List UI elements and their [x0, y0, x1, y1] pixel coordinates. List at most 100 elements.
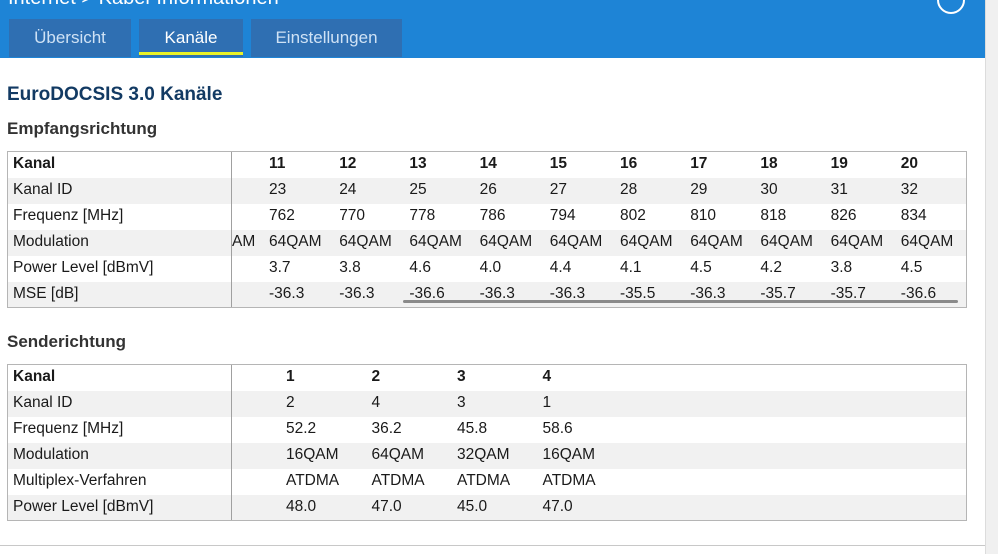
table-cell: 64QAM: [760, 233, 813, 250]
tab-label: Übersicht: [34, 28, 106, 47]
row-label: Power Level [dBmV]: [13, 259, 154, 276]
table-cell: 4.1: [620, 259, 642, 276]
table-cell: 64QAM: [339, 233, 392, 250]
table-cell: -35.7: [830, 285, 866, 302]
table-cell: 29: [690, 181, 708, 198]
downstream-title: Empfangsrichtung: [7, 119, 158, 138]
tab-label: Einstellungen: [275, 28, 378, 47]
tab-kanaele[interactable]: Kanäle: [139, 19, 243, 57]
table-cell: 64QAM: [620, 233, 673, 250]
column-divider: [231, 365, 232, 520]
table-cell: 770: [339, 207, 366, 224]
table-cell: 45.8: [457, 420, 488, 437]
table-cell: 28: [620, 181, 638, 198]
table-cell: 64QAM: [830, 233, 884, 250]
table-header-row: Kanal 11 12 13 14 15 16 17 18 19 20: [8, 152, 966, 178]
table-cell: 4.0: [479, 259, 502, 276]
table-cell: 4: [371, 394, 381, 411]
table-cell: 818: [760, 207, 787, 224]
column-header: 2: [371, 368, 381, 385]
table-row: Power Level [dBmV] 48.0 47.0 45.0 47.0: [8, 495, 966, 520]
table-cell: 25: [409, 181, 427, 198]
table-cell: 64QAM: [409, 233, 462, 250]
column-header: 20: [900, 155, 919, 172]
column-header: 14: [479, 155, 497, 172]
column-header: 4: [542, 368, 552, 385]
table-cell: 834: [900, 207, 927, 224]
table-cell: 794: [549, 207, 576, 224]
table-cell: 4.5: [690, 259, 712, 276]
column-divider: [231, 152, 232, 307]
table-cell: 64QAM: [690, 233, 743, 250]
table-row: Modulation 16QAM 64QAM 32QAM 16QAM: [8, 443, 966, 469]
table-header-row: Kanal 1 2 3 4: [8, 365, 966, 391]
top-bar: Internet > Kabel-Informationen Übersicht…: [0, 0, 985, 58]
column-header: 11: [269, 155, 286, 172]
table-cell: 826: [830, 207, 857, 224]
table-cell: 4.2: [760, 259, 782, 276]
row-label: Modulation: [13, 233, 89, 250]
table-cell: 30: [760, 181, 778, 198]
section-title: EuroDOCSIS 3.0 Kanäle: [7, 84, 223, 105]
table-cell: -35.5: [620, 285, 656, 302]
table-cell: 3: [457, 394, 466, 411]
row-label: Multiplex-Verfahren: [13, 472, 147, 489]
active-tab-indicator: [139, 52, 243, 55]
upstream-table: Kanal 1 2 3 4 Kanal ID 2 4 3 1 Frequenz [MHz] 52.…: [7, 364, 967, 521]
table-cell: 64QAM: [900, 233, 954, 250]
column-header: 19: [830, 155, 848, 172]
table-cell: ATDMA: [457, 472, 511, 489]
row-label: Modulation: [13, 446, 89, 463]
bottom-divider: [0, 545, 985, 546]
table-cell: 1: [542, 394, 552, 411]
table-cell: 27: [549, 181, 568, 198]
row-label: Frequenz [MHz]: [13, 420, 124, 437]
row-label: Frequenz [MHz]: [13, 207, 124, 224]
table-cell: -36.6: [900, 285, 937, 302]
row-label: Kanal ID: [13, 394, 73, 411]
table-cell: 36.2: [371, 420, 402, 437]
vertical-scrollbar[interactable]: [985, 0, 998, 554]
table-cell: 4.4: [549, 259, 572, 276]
table-cell: 3.8: [339, 259, 361, 276]
downstream-table: Kanal 11 12 13 14 15 16 17 18 19 20 Kanal ID 23 24 25…: [7, 151, 967, 308]
horizontal-scrollbar[interactable]: [403, 300, 958, 303]
table-row: Frequenz [MHz] 52.2 36.2 45.8 58.6: [8, 417, 966, 443]
table-cell: 810: [690, 207, 717, 224]
table-cell: 58.6: [542, 420, 573, 437]
table-cell: -36.3: [690, 285, 726, 302]
column-header: 15: [549, 155, 568, 172]
table-cell: 786: [479, 207, 506, 224]
table-cell: 3.8: [830, 259, 853, 276]
table-cell: 64QAM: [269, 233, 322, 250]
column-header: 18: [760, 155, 778, 172]
table-cell: 16QAM: [542, 446, 596, 463]
table-cell: 47.0: [371, 498, 402, 515]
table-row: Power Level [dBmV] 3.7 3.8 4.6 4.0 4.4 4.1 4.5 4…: [8, 256, 966, 282]
table-cell: 47.0: [542, 498, 573, 515]
table-cell: 45.0: [457, 498, 488, 515]
table-cell: 802: [620, 207, 646, 224]
table-row: Frequenz [MHz] 762 770 778 786 794 802 810 818 82…: [8, 204, 966, 230]
table-cell: 32: [900, 181, 919, 198]
tab-uebersicht[interactable]: Übersicht: [9, 19, 131, 57]
table-cell: 31: [830, 181, 848, 198]
table-cell: -36.6: [409, 285, 445, 302]
row-label: Kanal: [13, 155, 56, 172]
table-row: Modulation AM 64QAM 64QAM 64QAM 64QAM 64QAM 64Q…: [8, 230, 966, 256]
table-cell: 3.7: [269, 259, 291, 276]
table-row: Kanal ID 2 4 3 1: [8, 391, 966, 417]
column-header: 3: [457, 368, 466, 385]
table-cell: ATDMA: [286, 472, 340, 489]
table-cell: -36.3: [479, 285, 515, 302]
upstream-title: Senderichtung: [7, 332, 127, 351]
table-cell: 778: [409, 207, 436, 224]
table-cell: 64QAM: [479, 233, 533, 250]
table-cell: 64QAM: [371, 446, 425, 463]
row-label: MSE [dB]: [13, 285, 79, 302]
tab-einstellungen[interactable]: Einstellungen: [251, 19, 402, 57]
table-cell: 52.2: [286, 420, 317, 437]
close-icon[interactable]: [937, 0, 965, 14]
tab-label: Kanäle: [164, 28, 218, 47]
row-label: Kanal: [13, 368, 56, 385]
